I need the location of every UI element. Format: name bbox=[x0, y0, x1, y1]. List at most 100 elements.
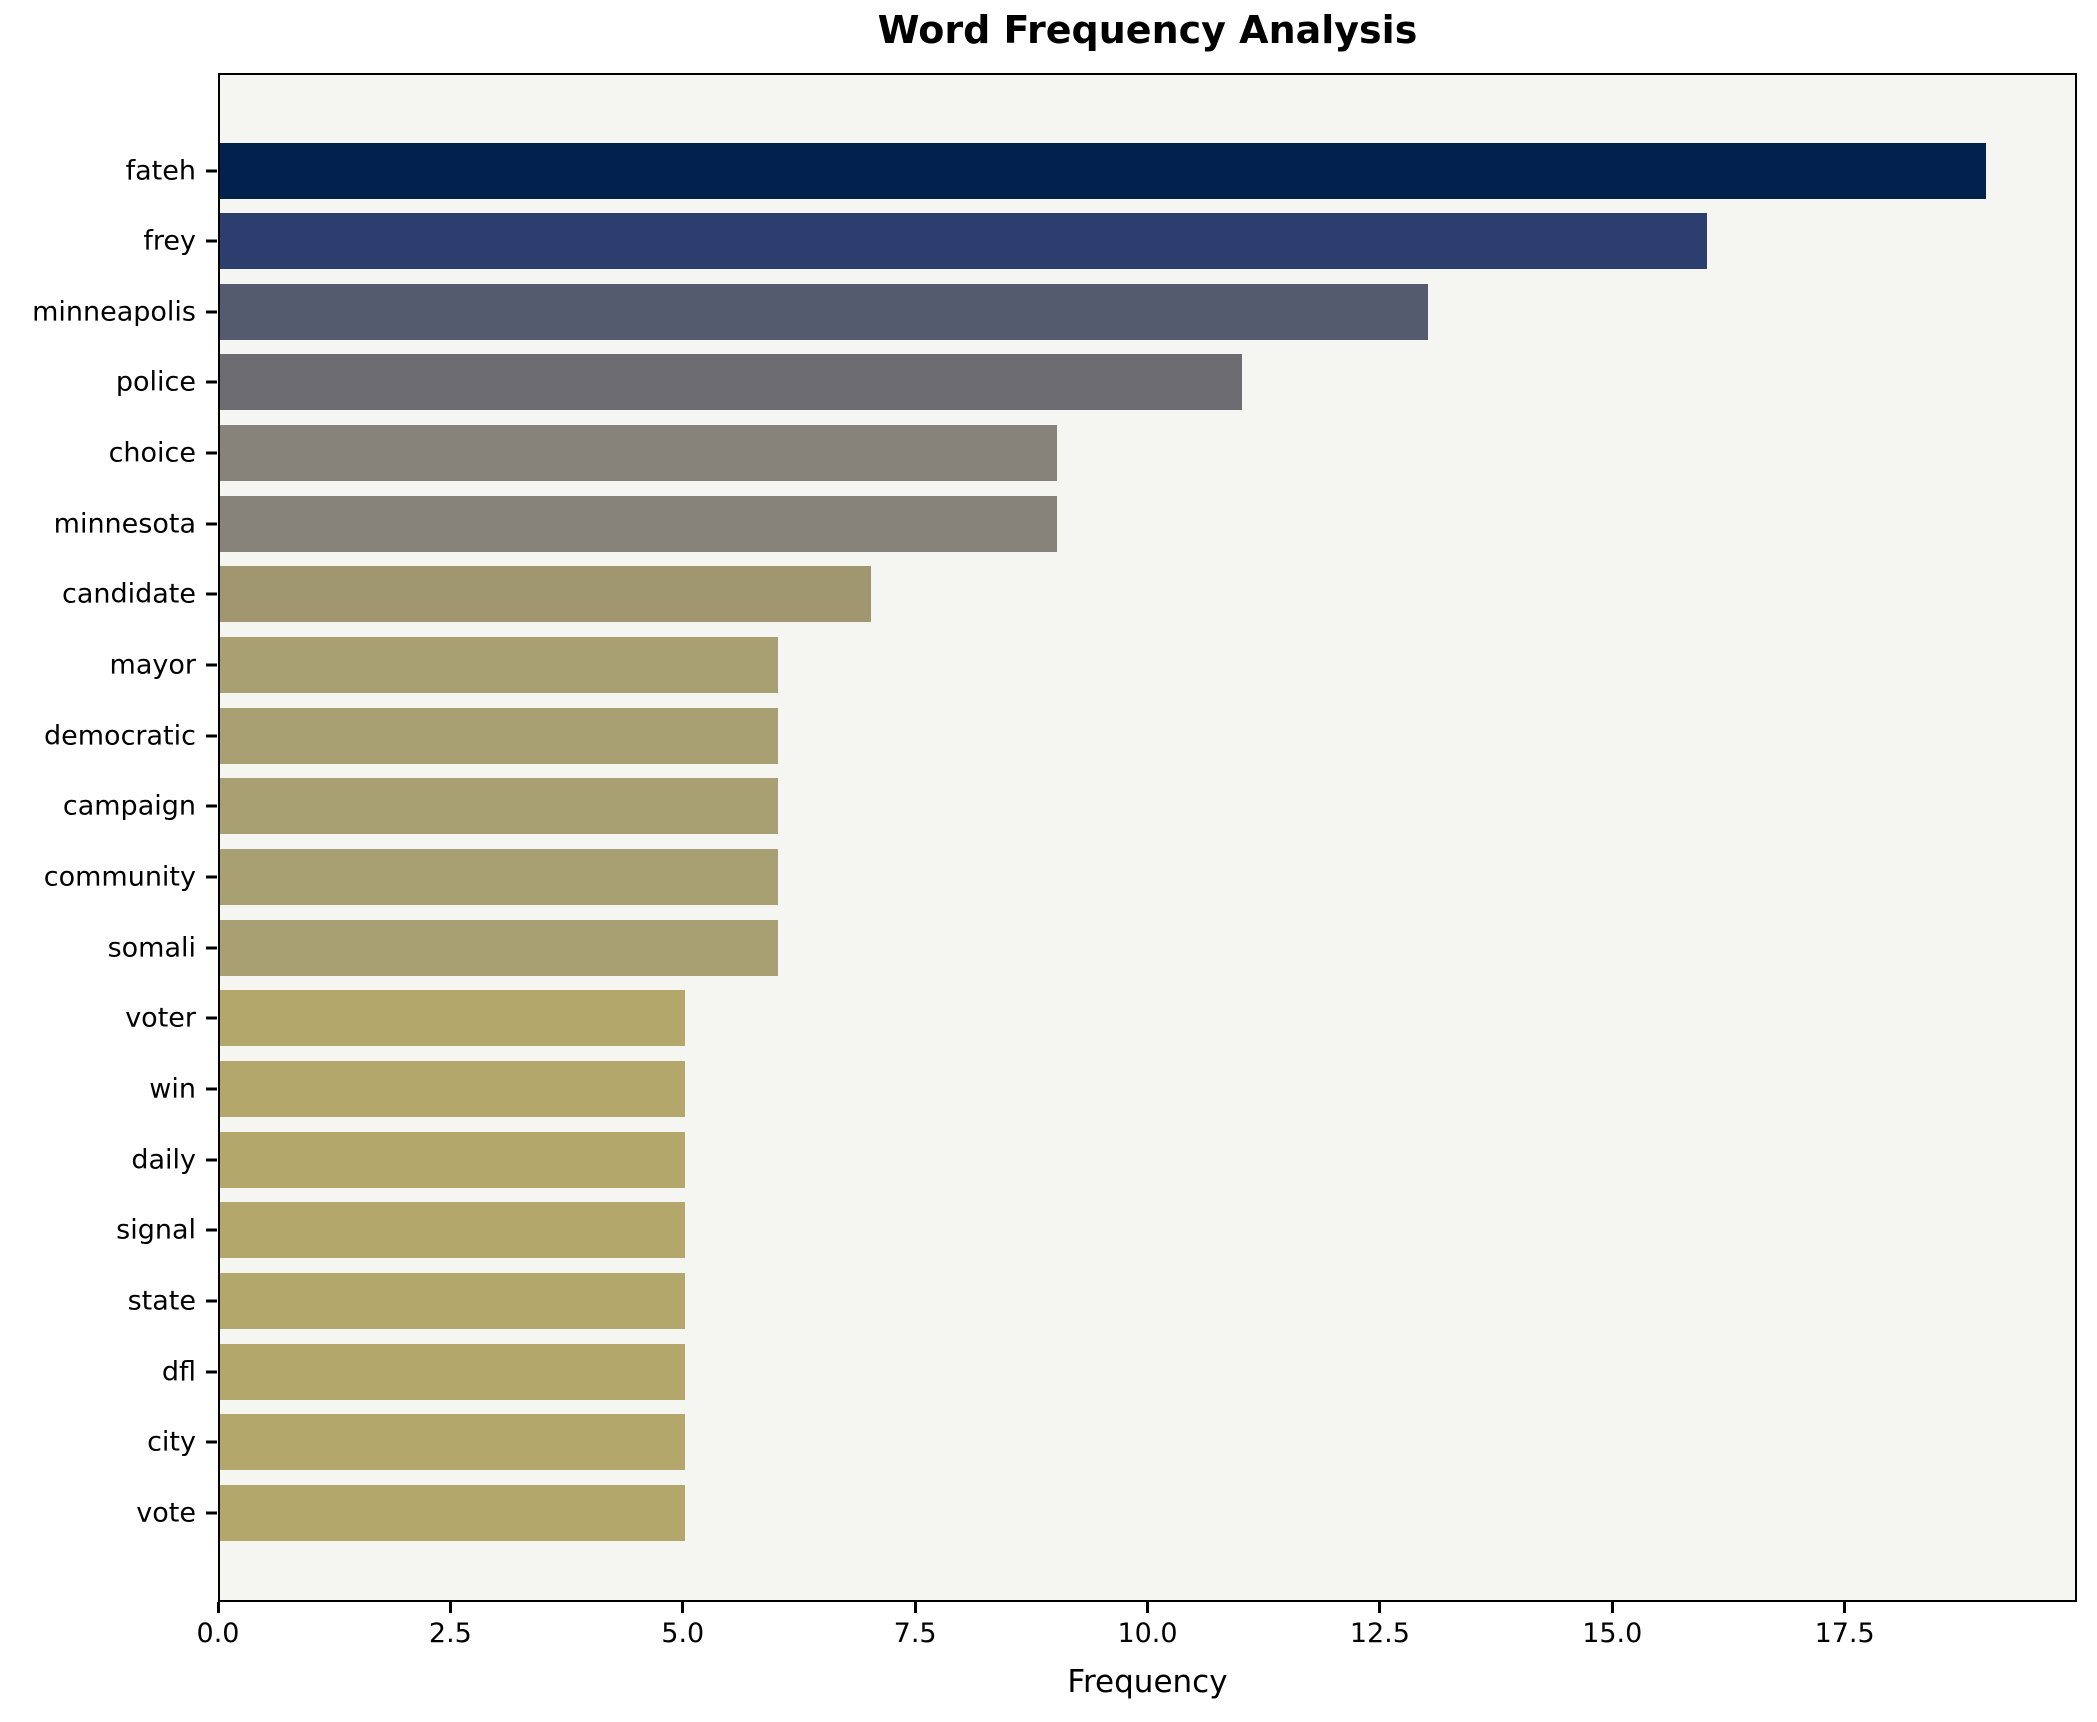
bar-minneapolis bbox=[220, 283, 1429, 340]
y-tick-mark bbox=[206, 1228, 217, 1232]
y-tick-row: community bbox=[0, 842, 218, 913]
y-tick-mark bbox=[206, 1158, 217, 1162]
x-tick-mark bbox=[1843, 1602, 1847, 1613]
y-tick-label-state: state bbox=[127, 1285, 196, 1317]
bar-row bbox=[218, 983, 2077, 1054]
y-tick-mark bbox=[206, 451, 217, 455]
y-tick-mark bbox=[206, 310, 217, 314]
bar-row bbox=[218, 1195, 2077, 1266]
bar-candidate bbox=[220, 566, 871, 623]
y-axis-tick-labels: fateh frey minneapolis police choice minnesot… bbox=[0, 73, 218, 1602]
y-tick-row: choice bbox=[0, 418, 218, 489]
y-tick-label-minneapolis: minneapolis bbox=[32, 296, 196, 328]
bar-row bbox=[218, 206, 2077, 277]
bar-row bbox=[218, 630, 2077, 701]
bar-dfl bbox=[220, 1343, 685, 1400]
y-tick-mark bbox=[206, 380, 217, 384]
x-tick-mark bbox=[1146, 1602, 1149, 1613]
x-tick-mark bbox=[1610, 1602, 1614, 1613]
x-tick-label-15.0: 15.0 bbox=[1582, 1618, 1643, 1649]
bar-vote bbox=[220, 1484, 685, 1541]
y-tick-row: city bbox=[0, 1407, 218, 1478]
y-tick-row: frey bbox=[0, 206, 218, 277]
bar-row bbox=[218, 1053, 2077, 1124]
y-tick-row: voter bbox=[0, 983, 218, 1054]
y-tick-label-minnesota: minnesota bbox=[53, 508, 196, 540]
bar-city bbox=[220, 1414, 685, 1471]
bar-democratic bbox=[220, 707, 778, 764]
y-tick-mark bbox=[206, 1370, 217, 1374]
bar-state bbox=[220, 1272, 685, 1329]
y-tick-label-signal: signal bbox=[116, 1214, 196, 1246]
bar-row bbox=[218, 700, 2077, 771]
y-tick-label-choice: choice bbox=[108, 437, 196, 469]
x-tick-mark bbox=[448, 1602, 452, 1613]
y-tick-row: state bbox=[0, 1265, 218, 1336]
y-tick-label-campaign: campaign bbox=[62, 790, 196, 822]
y-tick-label-voter: voter bbox=[125, 1002, 196, 1034]
bar-frey bbox=[220, 213, 1708, 270]
y-tick-label-mayor: mayor bbox=[109, 649, 196, 681]
y-tick-row: police bbox=[0, 347, 218, 418]
bar-row bbox=[218, 1265, 2077, 1336]
bar-campaign bbox=[220, 778, 778, 835]
y-tick-label-city: city bbox=[147, 1426, 196, 1458]
x-tick-mark bbox=[681, 1602, 685, 1613]
y-tick-mark bbox=[206, 592, 217, 596]
y-tick-mark bbox=[206, 734, 217, 738]
bar-row bbox=[218, 842, 2077, 913]
y-tick-mark bbox=[206, 169, 217, 172]
y-tick-row: vote bbox=[0, 1477, 218, 1548]
bar-somali bbox=[220, 919, 778, 976]
x-tick-label-5.0: 5.0 bbox=[661, 1618, 705, 1649]
x-tick-mark bbox=[216, 1602, 220, 1613]
x-tick-label-17.5: 17.5 bbox=[1814, 1618, 1875, 1649]
bar-row bbox=[218, 1407, 2077, 1478]
x-tick-label-0.0: 0.0 bbox=[196, 1618, 240, 1649]
y-tick-label-fateh: fateh bbox=[125, 155, 196, 186]
y-tick-row: win bbox=[0, 1053, 218, 1124]
bar-community bbox=[220, 849, 778, 905]
bar-signal bbox=[220, 1202, 685, 1259]
y-tick-row: signal bbox=[0, 1195, 218, 1266]
y-tick-label-frey: frey bbox=[143, 225, 196, 257]
bar-win bbox=[220, 1060, 685, 1117]
bar-row bbox=[218, 135, 2077, 206]
bar-row bbox=[218, 1477, 2077, 1548]
x-tick-mark bbox=[1378, 1602, 1382, 1613]
y-tick-label-community: community bbox=[43, 861, 196, 893]
y-tick-mark bbox=[206, 522, 217, 526]
bar-row bbox=[218, 771, 2077, 842]
bar-row bbox=[218, 488, 2077, 559]
bar-row bbox=[218, 418, 2077, 489]
y-tick-label-candidate: candidate bbox=[61, 578, 196, 610]
y-tick-row: daily bbox=[0, 1124, 218, 1195]
y-tick-mark bbox=[206, 239, 217, 243]
x-tick-label-10.0: 10.0 bbox=[1117, 1618, 1178, 1649]
y-tick-row: dfl bbox=[0, 1336, 218, 1407]
y-tick-mark bbox=[206, 946, 217, 950]
y-tick-mark bbox=[206, 663, 217, 667]
y-tick-label-democratic: democratic bbox=[44, 720, 196, 752]
y-tick-label-daily: daily bbox=[131, 1144, 196, 1176]
y-tick-row: mayor bbox=[0, 630, 218, 701]
bar-row bbox=[218, 276, 2077, 347]
chart-title: Word Frequency Analysis bbox=[877, 8, 1418, 52]
x-axis-ticks: 0.0 2.5 5.0 7.5 10.0 12.5 15.0 17.5 bbox=[197, 1602, 2077, 1672]
bar-minnesota bbox=[220, 495, 1057, 552]
y-tick-mark bbox=[206, 1087, 217, 1091]
y-tick-label-vote: vote bbox=[136, 1497, 196, 1529]
y-tick-mark bbox=[206, 1016, 217, 1020]
bar-daily bbox=[220, 1131, 685, 1188]
y-tick-row: somali bbox=[0, 912, 218, 983]
y-tick-row: fateh bbox=[0, 135, 218, 206]
bar-row bbox=[218, 912, 2077, 983]
bar-row bbox=[218, 347, 2077, 418]
x-tick-label-2.5: 2.5 bbox=[428, 1618, 472, 1649]
x-tick-label-7.5: 7.5 bbox=[893, 1618, 937, 1649]
y-tick-row: democratic bbox=[0, 700, 218, 771]
y-tick-label-win: win bbox=[149, 1073, 196, 1105]
bar-fateh bbox=[220, 142, 1987, 199]
y-tick-mark bbox=[206, 1440, 217, 1444]
